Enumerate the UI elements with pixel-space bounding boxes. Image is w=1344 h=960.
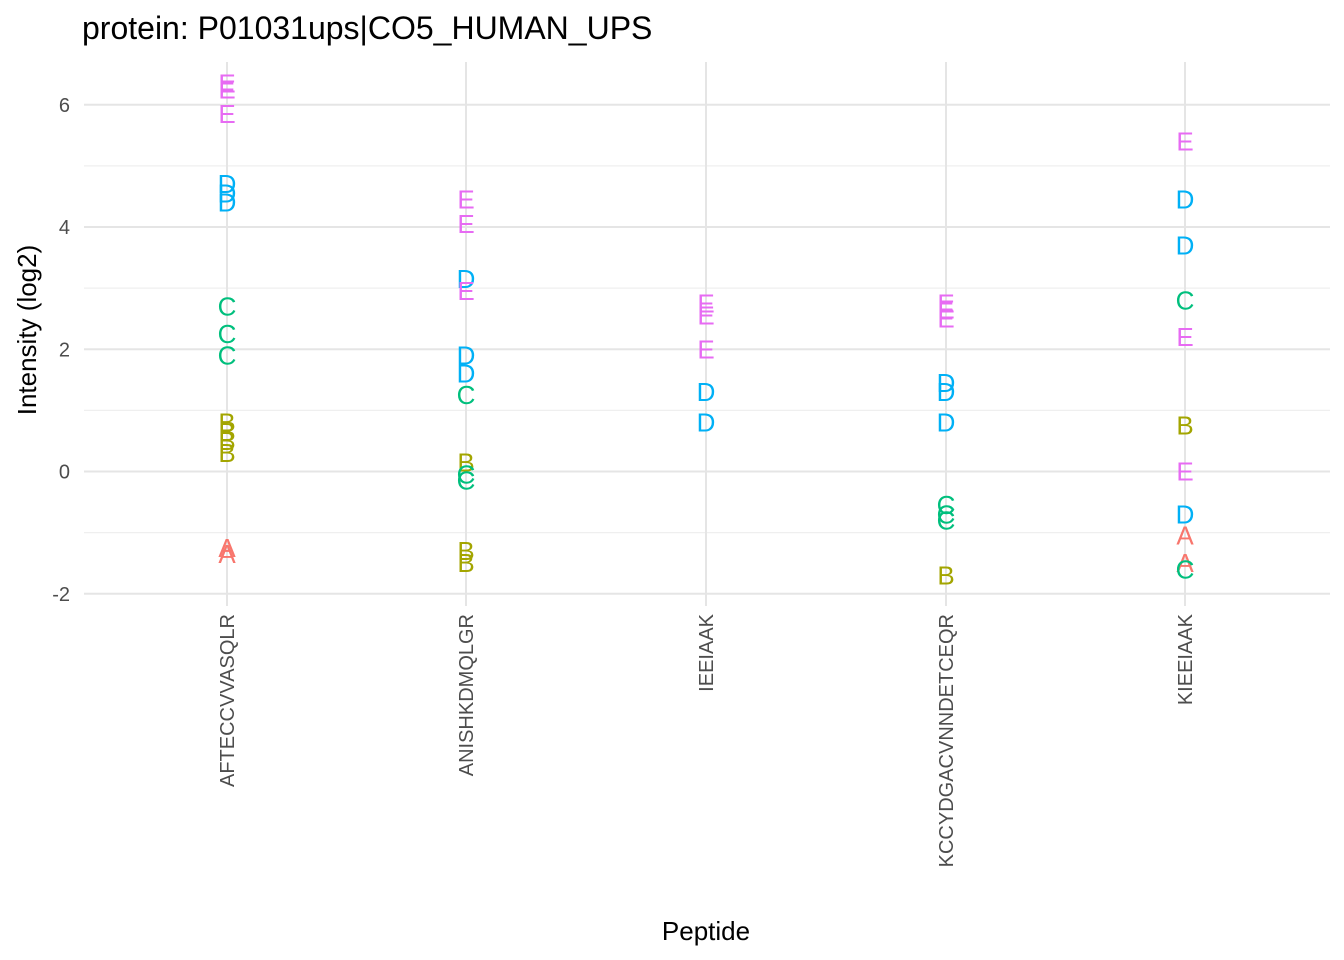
data-point-e: E [697, 288, 714, 318]
data-point-e: E [1176, 126, 1193, 156]
data-point-c: C [218, 340, 237, 370]
x-tick-label: KCCYDGACVNNDETCEQR [936, 614, 958, 867]
data-point-d: D [1176, 499, 1195, 529]
x-tick-label: ANISHKDMQLGR [456, 614, 478, 776]
data-point-e: E [697, 301, 714, 331]
data-point-d: D [1176, 230, 1195, 260]
data-point-e: E [457, 185, 474, 215]
data-point-b: B [218, 438, 235, 468]
data-point-c: C [937, 499, 956, 529]
data-point-c: C [457, 380, 476, 410]
y-tick-label: 4 [59, 217, 70, 239]
data-point-b: B [1176, 411, 1193, 441]
data-point-d: D [218, 169, 237, 199]
data-point-d: D [218, 188, 237, 218]
data-point-a: A [218, 533, 236, 563]
data-point-d: D [457, 340, 476, 370]
data-point-d: D [697, 377, 716, 407]
data-point-b: B [218, 417, 235, 447]
y-tick-label: 2 [59, 339, 70, 361]
y-axis-title: Intensity (log2) [12, 245, 42, 416]
y-tick-label: 6 [59, 95, 70, 117]
data-point-c: C [218, 291, 237, 321]
data-point-e: E [697, 334, 714, 364]
data-point-b: B [218, 426, 235, 456]
data-point-e: E [1176, 322, 1193, 352]
data-point-b: B [457, 536, 474, 566]
data-point-a: A [1176, 548, 1194, 578]
data-point-c: C [1176, 554, 1195, 584]
data-point-b: B [218, 408, 235, 438]
data-point-b: B [457, 447, 474, 477]
data-point-d: D [937, 368, 956, 398]
grid [84, 62, 1330, 606]
y-tick-label: 0 [59, 462, 70, 484]
y-tick-labels: -2 0 2 4 6 [52, 95, 70, 606]
data-point-d: D [457, 359, 476, 389]
data-point-d: D [937, 377, 956, 407]
data-point-c: C [457, 466, 476, 496]
data-point-d: D [457, 264, 476, 294]
data-point-e: E [218, 99, 235, 129]
data-point-e: E [457, 209, 474, 239]
x-tick-labels: AFTECCVVASQLR ANISHKDMQLGR IEEIAAK KCCYDGAC… [217, 613, 1197, 867]
data-point-e: E [218, 68, 235, 98]
data-point-c: C [1176, 285, 1195, 315]
data-point-d: D [937, 408, 956, 438]
data-point-a: A [1176, 521, 1194, 551]
data-point-e: E [457, 276, 474, 306]
data-point-c: C [457, 460, 476, 490]
data-point-e: E [937, 295, 954, 325]
data-point-e: E [937, 304, 954, 334]
data-point-a: A [218, 539, 236, 569]
x-tick-label: AFTECCVVASQLR [217, 614, 239, 787]
data-point-c: C [937, 505, 956, 535]
chart-title: protein: P01031ups|CO5_HUMAN_UPS [82, 10, 653, 46]
data-point-e: E [937, 288, 954, 318]
data-point-e: E [1176, 457, 1193, 487]
x-axis-title: Peptide [662, 916, 750, 946]
data-point-c: C [937, 490, 956, 520]
data-point-d: D [218, 178, 237, 208]
data-point-e: E [218, 75, 235, 105]
data-point-d: D [1176, 185, 1195, 215]
x-tick-label: KIEEIAAK [1175, 613, 1197, 705]
data-point-c: C [218, 319, 237, 349]
data-point-d: D [697, 408, 716, 438]
y-tick-label: -2 [52, 584, 70, 606]
x-tick-label: IEEIAAK [696, 613, 718, 691]
data-point-b: B [937, 560, 954, 590]
data-point-b: B [457, 548, 474, 578]
